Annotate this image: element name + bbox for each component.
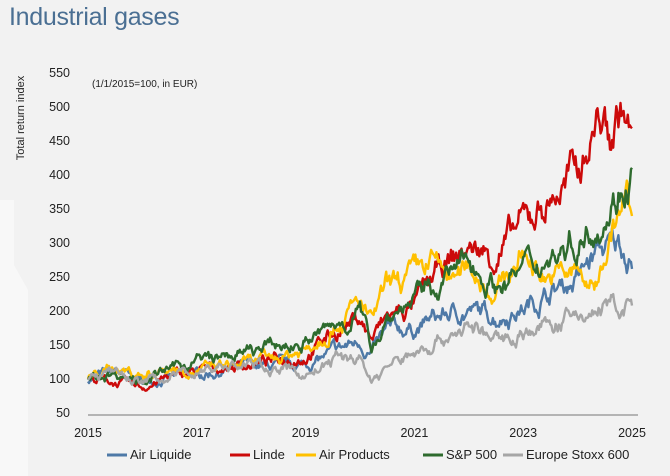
- series-line-4: [86, 292, 634, 386]
- y-tick-label: 400: [49, 168, 70, 182]
- y-tick-label: 200: [49, 304, 70, 318]
- y-tick-label: 50: [56, 406, 70, 420]
- y-tick-label: 550: [49, 66, 70, 80]
- y-tick-label: 300: [49, 236, 70, 250]
- legend-label: S&P 500: [446, 447, 497, 462]
- x-tick-label: 2017: [183, 426, 211, 440]
- x-tick-label: 2025: [618, 426, 646, 440]
- legend-label: Europe Stoxx 600: [526, 447, 629, 462]
- chart-title: Industrial gases: [9, 3, 180, 31]
- series-line-3: [86, 167, 633, 386]
- legend: Air Liquide Linde Air Products S&P 500 Europ…: [107, 447, 629, 462]
- y-axis-ticks: 50 100 150 200 250 300 350 400 450 500 550: [49, 66, 70, 420]
- chart-note: (1/1/2015=100, in EUR): [92, 79, 197, 90]
- y-tick-label: 500: [49, 100, 70, 114]
- x-tick-label: 2019: [292, 426, 320, 440]
- y-axis-label: Total return index: [15, 75, 27, 160]
- legend-label: Linde: [253, 447, 285, 462]
- x-tick-label: 2023: [509, 426, 537, 440]
- x-axis-ticks: 2015 2017 2019 2021 2023 2025: [74, 426, 646, 440]
- y-tick-label: 100: [49, 372, 70, 386]
- x-tick-label: 2015: [74, 426, 102, 440]
- y-tick-label: 250: [49, 270, 70, 284]
- y-tick-label: 150: [49, 338, 70, 352]
- legend-label: Air Liquide: [130, 447, 191, 462]
- y-tick-label: 450: [49, 134, 70, 148]
- series-lines: [86, 101, 634, 392]
- background-watermark-shape: [0, 200, 28, 476]
- legend-label: Air Products: [319, 447, 390, 462]
- x-tick-label: 2021: [400, 426, 428, 440]
- y-tick-label: 350: [49, 202, 70, 216]
